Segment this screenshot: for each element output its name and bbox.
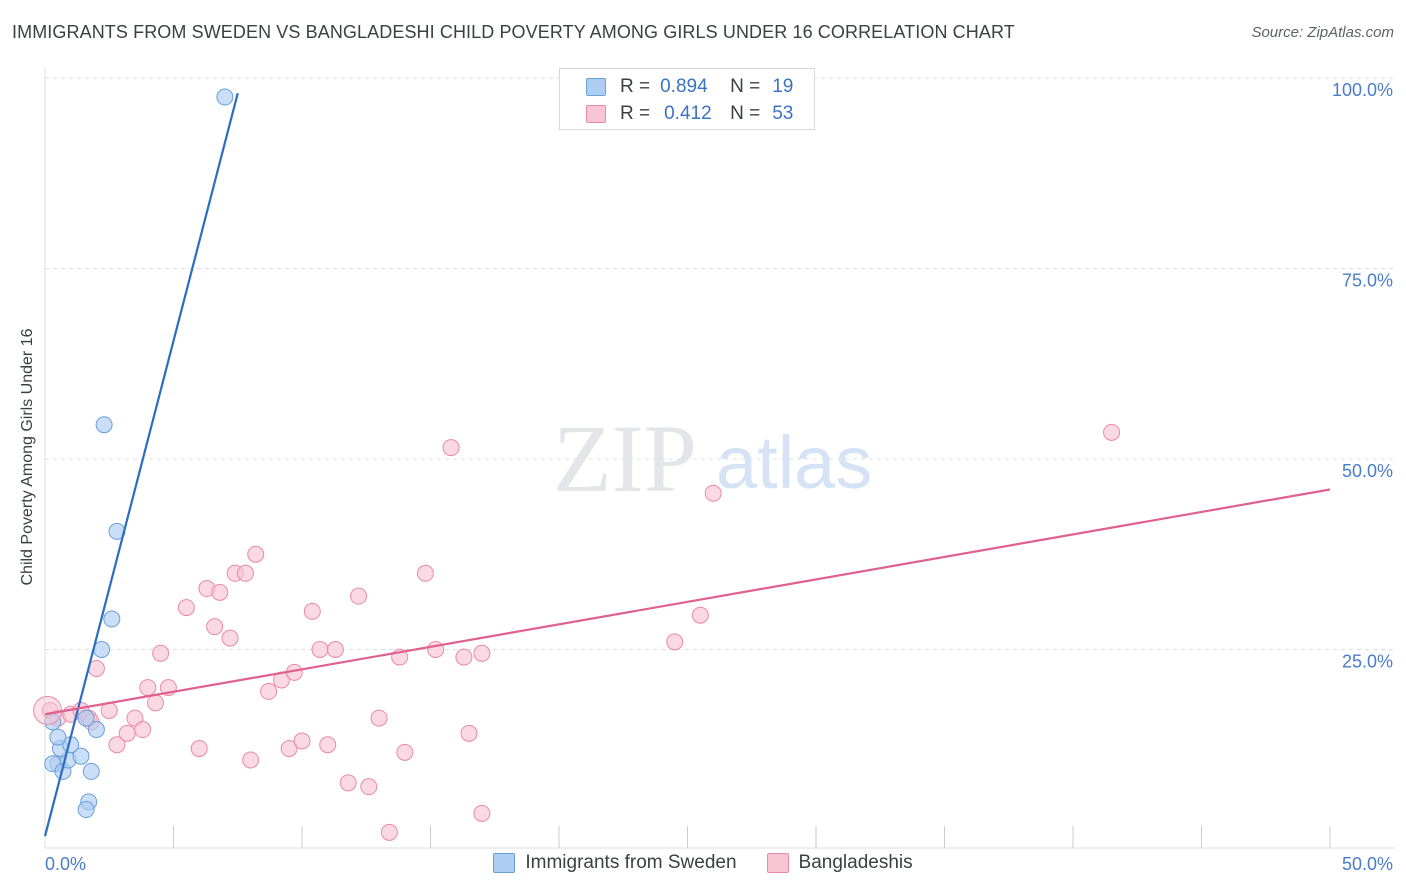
bangladeshi-point (666, 633, 684, 651)
bangladeshi-point (370, 709, 388, 727)
bangladeshi-point (311, 641, 329, 658)
bangladeshi-point (236, 564, 254, 582)
stats-row-bangladeshis: R = 0.412 N = 53 (560, 101, 793, 127)
chart-source: Source: ZipAtlas.com (1251, 24, 1394, 41)
trend-lines (43, 92, 1331, 837)
bangladeshi-point (139, 679, 157, 697)
bangladeshi-point (442, 439, 460, 457)
bangladeshi-point (118, 724, 136, 742)
bangladeshi-point (416, 564, 434, 582)
bangladeshi-point (177, 599, 195, 617)
bangladeshi-point (108, 736, 126, 754)
legend-bangladeshis-label: Bangladeshis (798, 852, 913, 873)
bangladeshi-trend-line (44, 488, 1331, 716)
gridlines (45, 77, 1395, 650)
bangladeshi-point (691, 606, 709, 624)
bangladeshi-point (350, 587, 368, 605)
bangladeshi-point (206, 618, 224, 636)
watermark-zip: ZIP (553, 405, 697, 512)
bangladeshi-point (473, 644, 491, 662)
n-value: 19 (772, 76, 794, 97)
stats-box: R = 0.894 N = 19 R = 0.412 N = 53 (559, 68, 815, 130)
bangladeshi-point (260, 682, 278, 700)
x-tick-label: 50.0% (1342, 854, 1393, 874)
bangladeshi-point (460, 724, 478, 742)
stats-row-sweden: R = 0.894 N = 19 (560, 74, 793, 100)
n-label: N = (730, 76, 761, 97)
bangladeshi-point (396, 743, 414, 761)
bangladeshi-point (319, 736, 337, 754)
tick-labels: 25.0% 50.0% 75.0% 100.0% 0.0% 50.0% (45, 80, 1393, 874)
sweden-point (82, 762, 100, 780)
bangladeshi-point (1103, 423, 1121, 441)
bangladeshi-point (152, 644, 170, 662)
bangladeshi-point (190, 740, 208, 758)
sweden-point (49, 728, 67, 746)
sweden-point (87, 721, 105, 739)
sweden-point (103, 610, 121, 628)
bangladeshi-point (147, 694, 165, 712)
sweden-point (216, 88, 234, 106)
r-label: R = (620, 103, 651, 124)
legend-item-bangladeshis: Bangladeshis (766, 852, 913, 874)
r-value: 0.894 (660, 76, 708, 97)
bangladeshi-point (280, 740, 298, 758)
x-tick-label: 0.0% (45, 854, 86, 874)
bangladeshi-point (704, 484, 722, 502)
sweden-point (95, 416, 113, 434)
sweden-trend-line (43, 92, 239, 837)
bangladeshi-point (339, 774, 357, 792)
data-points (33, 88, 1121, 841)
bangladeshi-point (455, 648, 473, 666)
bangladeshi-cluster-point (33, 695, 63, 725)
bangladeshi-point (242, 751, 260, 769)
chart-title: IMMIGRANTS FROM SWEDEN VS BANGLADESHI CH… (12, 22, 1015, 42)
r-label: R = (620, 76, 651, 97)
legend-sweden-swatch (493, 853, 516, 873)
y-tick-label: 25.0% (1342, 652, 1393, 672)
n-label: N = (730, 103, 761, 124)
bangladeshi-point (211, 583, 229, 601)
r-value: 0.412 (664, 103, 712, 124)
n-value: 53 (772, 103, 794, 124)
legend-bangladeshis-swatch (766, 853, 789, 873)
y-tick-label: 100.0% (1332, 80, 1393, 100)
legend: Immigrants from Sweden Bangladeshis (0, 852, 1406, 874)
bangladeshis-swatch (586, 105, 606, 123)
legend-item-sweden: Immigrants from Sweden (493, 852, 737, 874)
bangladeshi-point (360, 778, 378, 796)
watermark: ZIP atlas (553, 405, 872, 512)
bangladeshi-point (293, 732, 311, 750)
watermark-atlas: atlas (716, 421, 872, 504)
sweden-swatch (586, 78, 606, 96)
bangladeshi-point (221, 629, 239, 647)
sweden-point (77, 709, 95, 727)
bangladeshi-point (303, 602, 321, 620)
sweden-point (72, 747, 90, 765)
bangladeshi-point (473, 804, 491, 822)
legend-sweden-label: Immigrants from Sweden (525, 852, 737, 873)
bangladeshi-point (380, 823, 398, 841)
bangladeshi-point (247, 545, 265, 563)
y-tick-label: 75.0% (1342, 271, 1393, 291)
bangladeshi-point (134, 721, 152, 739)
bangladeshi-point (326, 641, 344, 658)
y-tick-label: 50.0% (1342, 461, 1393, 481)
sweden-point (77, 801, 95, 819)
